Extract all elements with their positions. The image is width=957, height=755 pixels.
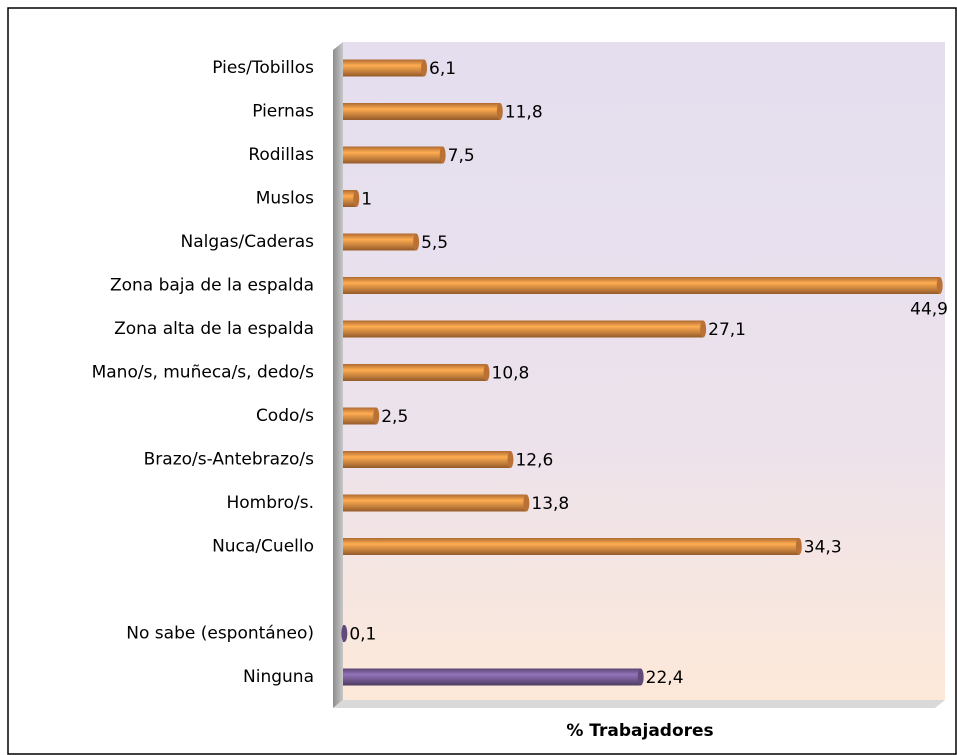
value-label: 13,8 — [531, 494, 569, 514]
plot-area — [343, 42, 945, 700]
bar — [343, 538, 799, 555]
bar-cap — [523, 494, 530, 512]
y-tick-label: Codo/s — [256, 406, 314, 426]
bar-cap — [421, 59, 428, 77]
y-tick-label: Piernas — [252, 102, 314, 122]
value-label: 10,8 — [492, 364, 530, 384]
bar-cap — [483, 364, 490, 381]
bar-cap — [637, 668, 644, 686]
floor — [333, 700, 945, 708]
y-tick-label: Muslos — [256, 189, 314, 209]
bar — [343, 146, 443, 164]
value-label: 12,6 — [515, 451, 553, 471]
bar — [343, 668, 641, 686]
y-tick-label: Nalgas/Caderas — [181, 232, 315, 252]
side-wall — [333, 42, 343, 708]
y-tick-label: Zona baja de la espalda — [110, 276, 314, 296]
bar-cap — [439, 146, 446, 164]
bar-cap — [373, 407, 380, 425]
bar — [343, 59, 425, 77]
y-tick-label: Nuca/Cuello — [212, 537, 314, 557]
bar-cap — [341, 625, 348, 642]
bar — [343, 494, 527, 512]
value-label: 2,5 — [381, 407, 408, 427]
value-label: 34,3 — [804, 538, 842, 558]
bar-cap — [507, 451, 514, 468]
bar-cap — [496, 103, 503, 120]
bar-cap — [700, 320, 707, 338]
y-tick-label: No sabe (espontáneo) — [126, 624, 314, 644]
bar — [343, 103, 500, 120]
x-axis-label: % Trabajadores — [566, 721, 713, 741]
value-label: 22,4 — [646, 668, 684, 688]
value-label: 11,8 — [505, 103, 543, 123]
value-label: 6,1 — [429, 59, 456, 79]
bar-cap — [413, 233, 420, 251]
y-tick-label: Mano/s, muñeca/s, dedo/s — [92, 363, 315, 383]
y-tick-label: Ninguna — [243, 667, 314, 687]
y-tick-label: Rodillas — [248, 145, 314, 165]
value-label: 1 — [361, 190, 372, 210]
bar-cap — [795, 538, 802, 555]
value-label: 44,9 — [910, 300, 948, 320]
value-label: 27,1 — [708, 320, 746, 340]
bar-cap — [353, 190, 360, 207]
bar — [343, 190, 357, 207]
y-tick-label: Hombro/s. — [226, 493, 314, 513]
bar — [343, 451, 511, 468]
value-label: 5,5 — [421, 233, 448, 253]
bar — [343, 407, 377, 425]
y-tick-label: Zona alta de la espalda — [114, 319, 314, 339]
y-tick-label: Brazo/s-Antebrazo/s — [144, 450, 315, 470]
bar — [343, 233, 417, 251]
bar — [343, 277, 940, 294]
bar — [343, 320, 704, 338]
bar-cap — [936, 277, 943, 294]
value-label: 0,1 — [349, 625, 376, 645]
y-tick-label: Pies/Tobillos — [212, 58, 314, 78]
bar — [343, 364, 487, 381]
value-label: 7,5 — [448, 146, 475, 166]
